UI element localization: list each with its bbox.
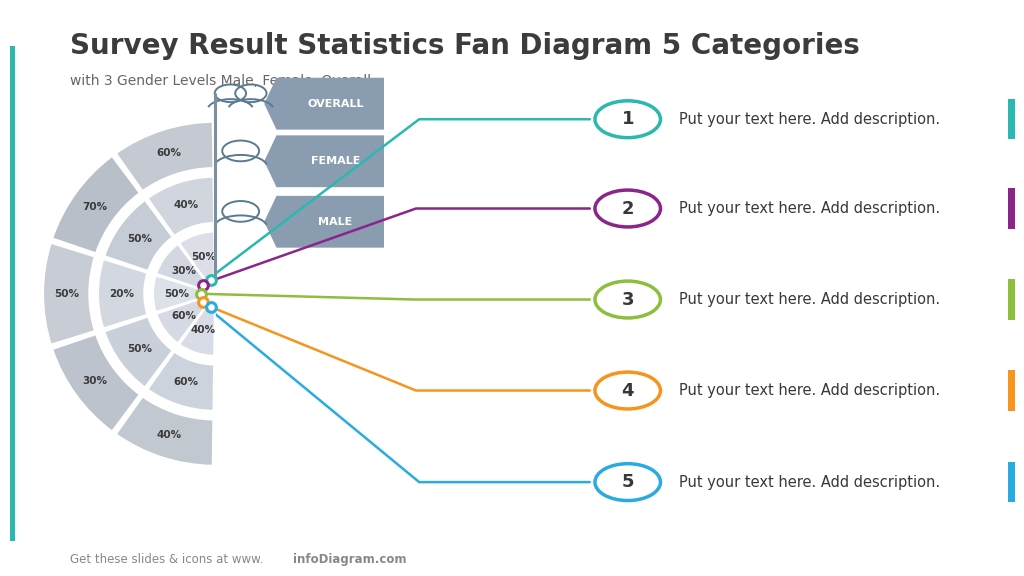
Text: 50%: 50% [190, 252, 216, 263]
Text: 1: 1 [622, 110, 634, 128]
Text: 50%: 50% [127, 234, 153, 244]
Wedge shape [147, 351, 214, 411]
Wedge shape [52, 334, 140, 431]
Wedge shape [179, 306, 215, 356]
Wedge shape [116, 122, 213, 191]
Text: 2: 2 [622, 199, 634, 218]
Text: 70%: 70% [83, 202, 108, 212]
Text: 40%: 40% [174, 200, 199, 210]
Wedge shape [153, 275, 200, 312]
Text: Put your text here. Add description.: Put your text here. Add description. [679, 112, 940, 127]
Text: Put your text here. Add description.: Put your text here. Add description. [679, 292, 940, 307]
Text: Put your text here. Add description.: Put your text here. Add description. [679, 383, 940, 398]
Text: Put your text here. Add description.: Put your text here. Add description. [679, 201, 940, 216]
Polygon shape [264, 135, 384, 187]
Text: 50%: 50% [54, 289, 80, 299]
Text: Survey Result Statistics Fan Diagram 5 Categories: Survey Result Statistics Fan Diagram 5 C… [70, 32, 859, 60]
Bar [1008, 370, 1015, 411]
Wedge shape [157, 299, 206, 343]
Text: 60%: 60% [172, 311, 197, 321]
Text: 5: 5 [622, 473, 634, 491]
Bar [10, 46, 15, 541]
Wedge shape [104, 316, 173, 388]
Text: OVERALL: OVERALL [307, 98, 364, 109]
Text: 30%: 30% [172, 266, 197, 276]
Text: Put your text here. Add description.: Put your text here. Add description. [679, 475, 940, 490]
Text: 60%: 60% [157, 148, 182, 158]
Polygon shape [264, 196, 384, 248]
Text: 3: 3 [622, 290, 634, 309]
Polygon shape [264, 78, 384, 130]
Text: 4: 4 [622, 381, 634, 400]
Wedge shape [179, 232, 215, 281]
Wedge shape [116, 396, 213, 466]
Wedge shape [157, 244, 206, 289]
Wedge shape [104, 200, 173, 271]
Wedge shape [52, 156, 140, 253]
Bar [1008, 99, 1015, 139]
Text: infoDiagram.com: infoDiagram.com [293, 554, 407, 566]
Text: MALE: MALE [318, 217, 352, 227]
Wedge shape [147, 177, 214, 236]
Wedge shape [98, 259, 147, 328]
Text: 60%: 60% [174, 377, 199, 388]
Text: 50%: 50% [164, 289, 189, 299]
Bar [1008, 279, 1015, 320]
Text: 30%: 30% [83, 376, 108, 386]
Wedge shape [43, 242, 95, 345]
Text: 40%: 40% [157, 430, 182, 439]
Bar [1008, 188, 1015, 229]
Text: 50%: 50% [127, 343, 153, 354]
Bar [1008, 462, 1015, 502]
Text: 20%: 20% [110, 289, 134, 299]
Text: 40%: 40% [190, 325, 216, 335]
Text: with 3 Gender Levels Male, Female, Overall: with 3 Gender Levels Male, Female, Overa… [70, 74, 371, 88]
Text: FEMALE: FEMALE [310, 156, 360, 166]
Text: Get these slides & icons at www.: Get these slides & icons at www. [70, 554, 263, 566]
